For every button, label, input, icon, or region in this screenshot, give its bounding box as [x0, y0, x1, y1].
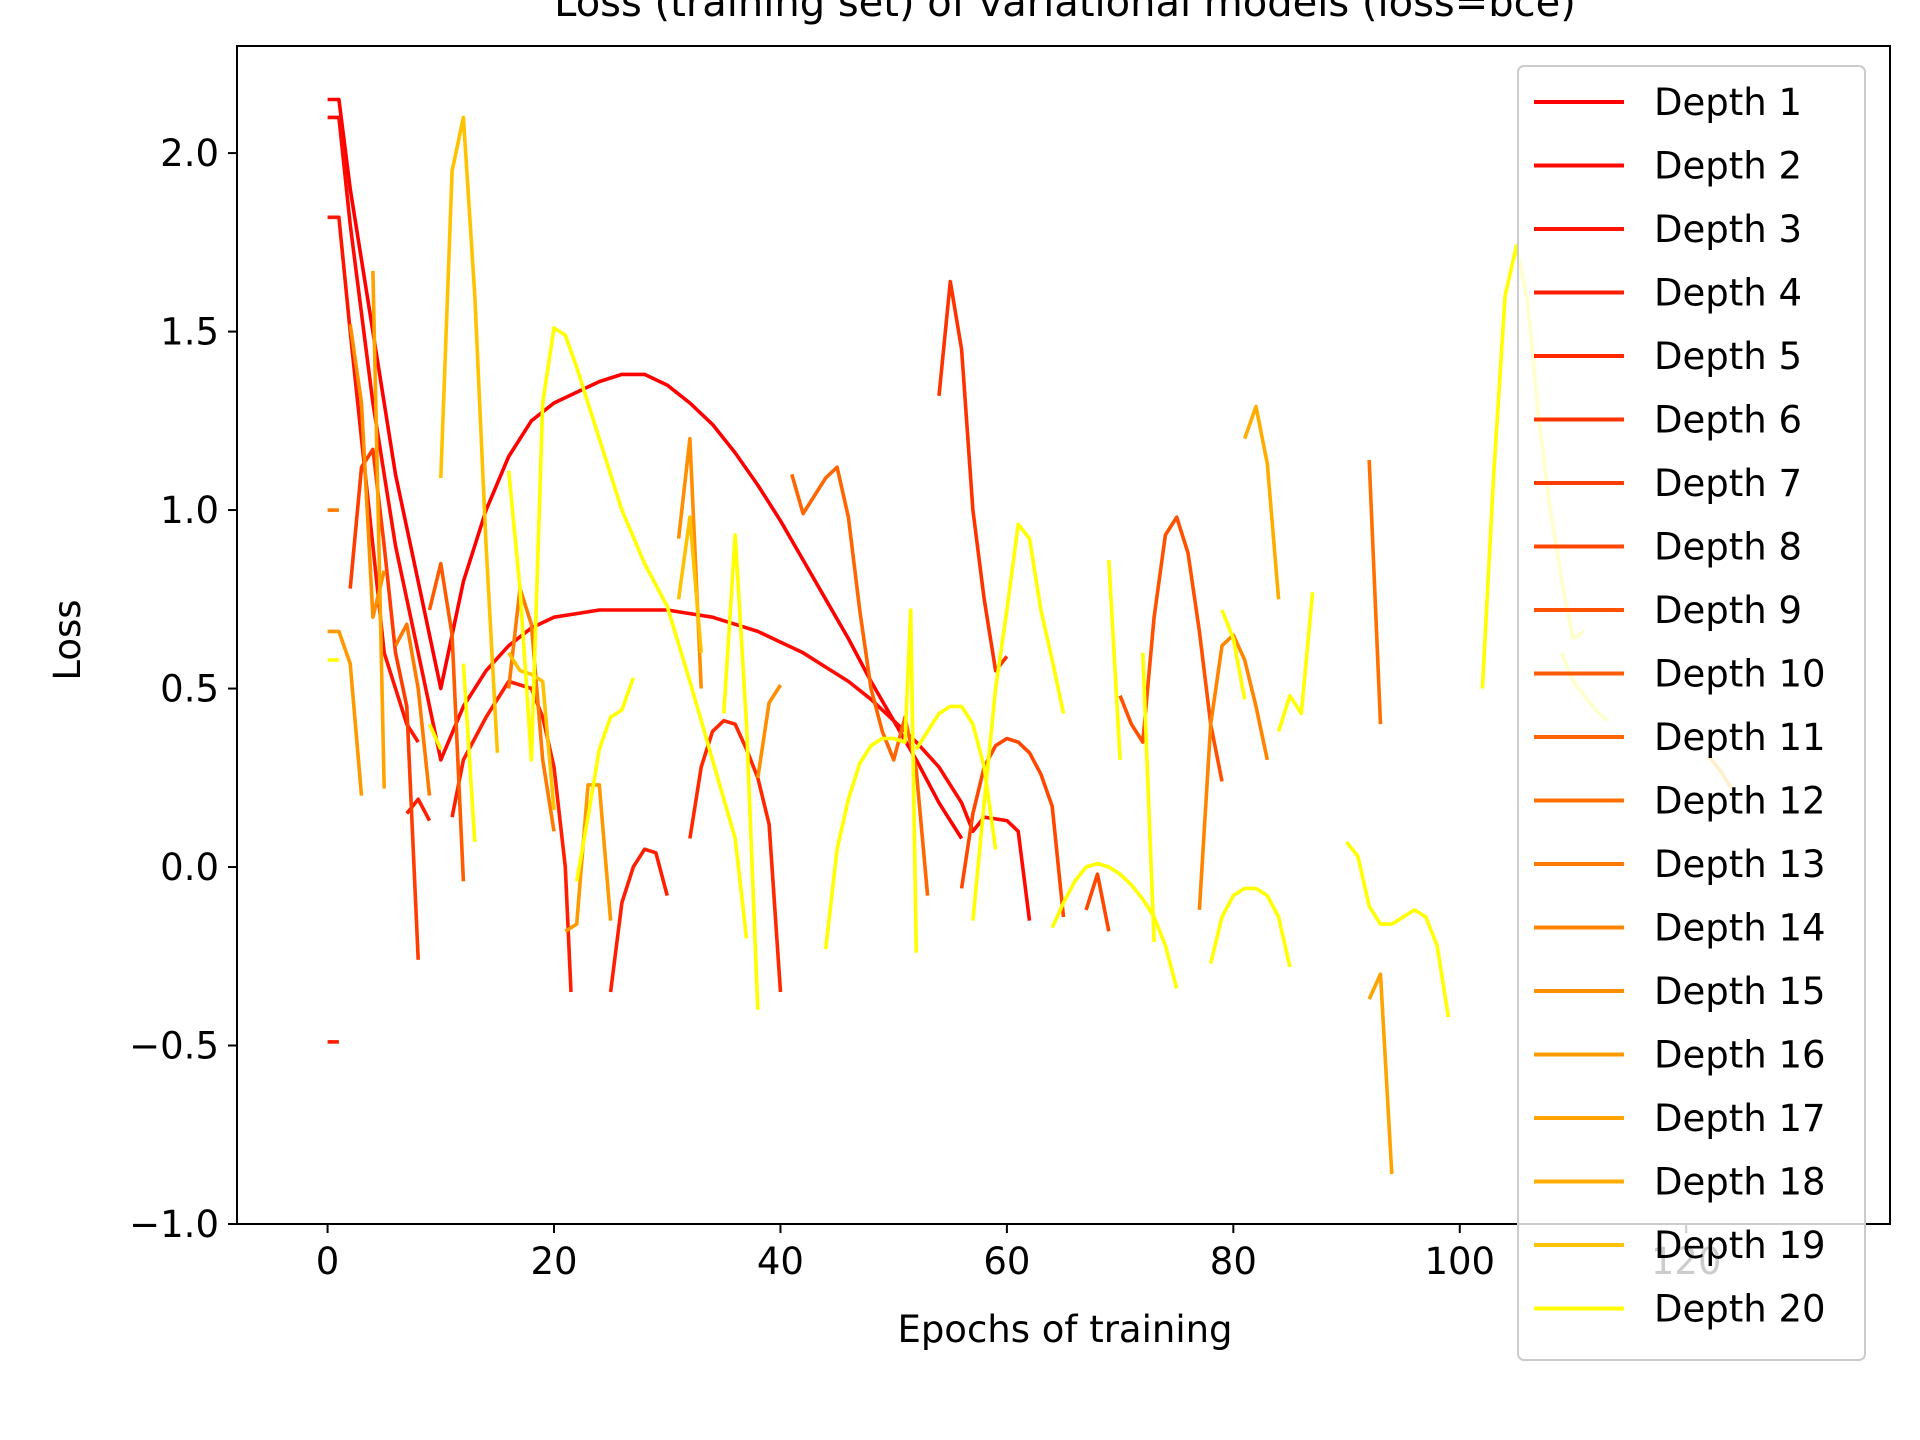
series-8	[959, 736, 1111, 932]
y-tick-label: −1.0	[129, 1203, 219, 1246]
series-12-line-segment	[1367, 460, 1383, 725]
series-20-line-segment	[1276, 592, 1315, 732]
series-4-line-segment	[450, 679, 573, 993]
series-2-line-segment	[327, 115, 1032, 921]
x-tick-label: 60	[983, 1240, 1030, 1283]
legend-label: Depth 4	[1654, 272, 1802, 315]
series-20-line-segment	[1220, 609, 1247, 700]
series-7	[348, 447, 420, 960]
series-9	[1118, 515, 1224, 782]
series-20-line-segment	[1208, 886, 1292, 968]
series-20-line-segment	[1141, 652, 1156, 943]
legend-label: Depth 8	[1654, 526, 1802, 569]
series-4	[327, 679, 669, 1044]
legend-label: Depth 5	[1654, 335, 1802, 378]
series-10-line-segment	[427, 561, 466, 882]
legend-label: Depth 7	[1654, 462, 1802, 505]
series-20	[327, 244, 1609, 1018]
y-axis-label: Loss	[46, 599, 89, 680]
series-17	[371, 270, 1394, 1175]
series-20-line-segment	[1345, 840, 1451, 1018]
x-tick-label: 40	[757, 1240, 804, 1283]
series-3-line-segment	[327, 215, 420, 744]
plot-area	[327, 97, 1734, 1175]
series-1	[327, 97, 964, 840]
y-tick-label: 1.5	[160, 311, 219, 354]
legend-label: Depth 17	[1654, 1097, 1826, 1140]
x-tick-label: 80	[1210, 1240, 1257, 1283]
legend-label: Depth 1	[1654, 81, 1802, 124]
series-19-line-segment	[439, 115, 500, 753]
legend-frame	[1517, 65, 1866, 1361]
legend-label: Depth 9	[1654, 589, 1802, 632]
series-17-line-segment	[1367, 972, 1394, 1175]
y-axis: −1.0 −0.5 0.0 0.5 1.0 1.5 2.0	[129, 132, 237, 1246]
series-16-line-segment	[327, 629, 364, 796]
x-tick-label: 100	[1424, 1240, 1495, 1283]
series-20-line-segment	[427, 723, 443, 750]
series-20-line-segment	[506, 326, 749, 939]
series-16	[327, 629, 613, 933]
legend-label: Depth 15	[1654, 970, 1826, 1013]
series-16-line-segment	[564, 783, 613, 933]
series-6-line-segment	[937, 279, 1009, 673]
series-7-line-segment	[348, 447, 420, 960]
y-tick-label: 1.0	[160, 489, 219, 532]
series-20-line-segment	[461, 663, 477, 843]
series-17-line-segment	[371, 270, 386, 789]
legend-label: Depth 19	[1654, 1224, 1826, 1267]
series-19-line-segment	[676, 515, 703, 653]
x-axis-label: Epochs of training	[897, 1308, 1232, 1351]
series-3	[327, 215, 420, 744]
series-20-line-segment	[1107, 559, 1122, 761]
plot-frame	[236, 45, 1891, 1225]
x-tick-label: 20	[530, 1240, 577, 1283]
series-12	[1367, 460, 1383, 725]
series-13-line-segment	[506, 586, 556, 832]
series-8-line-segment	[959, 736, 1066, 918]
y-tick-label: 2.0	[160, 132, 219, 175]
legend-label: Depth 10	[1654, 653, 1826, 696]
legend-label: Depth 20	[1654, 1288, 1826, 1331]
series-20-line-segment	[722, 533, 760, 1010]
legend-label: Depth 18	[1654, 1161, 1826, 1204]
legend-label: Depth 11	[1654, 716, 1826, 759]
series-18-line-segment	[1243, 404, 1281, 600]
legend-label: Depth 14	[1654, 907, 1826, 950]
series-5-line-segment	[688, 718, 783, 993]
series-9-line-segment	[1118, 515, 1224, 782]
y-tick-label: 0.5	[160, 668, 219, 711]
series-6	[937, 279, 1009, 673]
legend: Depth 1 Depth 2 Depth 3 Depth 4 Depth 5 Depth…	[1517, 65, 1866, 1361]
legend-label: Depth 6	[1654, 399, 1802, 442]
series-20-line-segment	[971, 522, 1066, 921]
y-tick-label: −0.5	[129, 1025, 219, 1068]
series-13	[327, 508, 556, 832]
series-4-line-segment	[608, 847, 669, 993]
series-10	[427, 561, 466, 882]
series-19-line-segment	[507, 651, 556, 811]
y-tick-label: 0.0	[160, 846, 219, 889]
series-20-line-segment	[1050, 861, 1179, 989]
legend-label: Depth 2	[1654, 145, 1802, 188]
legend-label: Depth 12	[1654, 780, 1826, 823]
series-2	[327, 115, 1032, 921]
chart-title: Loss (training set) of variational model…	[554, 0, 1576, 26]
series-15-line-segment	[756, 684, 783, 779]
series-1-line-segment	[327, 97, 964, 840]
legend-label: Depth 3	[1654, 208, 1802, 251]
series-20-line-segment	[823, 608, 919, 953]
legend-label: Depth 16	[1654, 1034, 1826, 1077]
series-19	[439, 115, 703, 811]
series-8-line-segment	[1084, 872, 1111, 932]
series-20-line-segment	[914, 704, 998, 850]
series-20-line-segment	[574, 677, 635, 882]
series-13-line-segment	[393, 622, 432, 796]
x-tick-label: 0	[316, 1240, 340, 1283]
legend-label: Depth 13	[1654, 843, 1826, 886]
series-5	[688, 718, 783, 993]
